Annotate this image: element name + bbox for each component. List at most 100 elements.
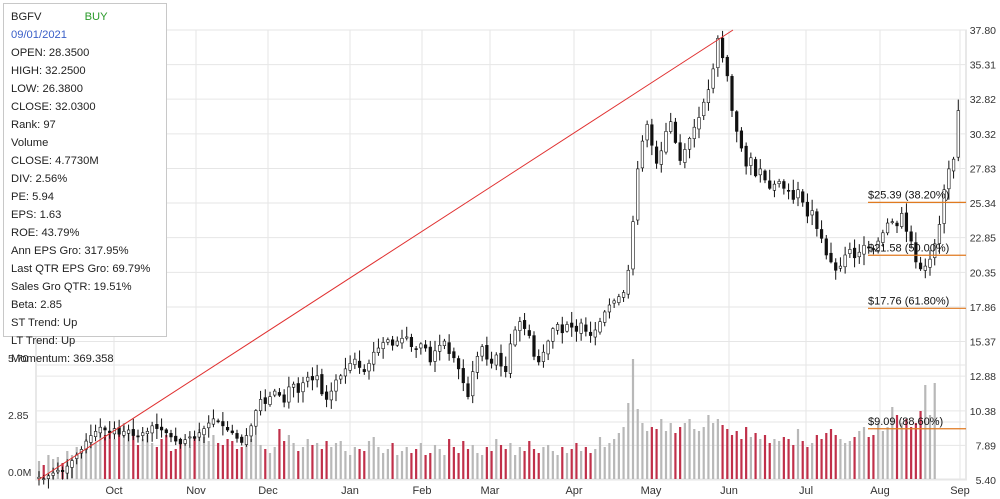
candle-body (838, 265, 843, 269)
month-label: Jul (799, 485, 813, 497)
candle-body (428, 346, 432, 363)
volume-bar (598, 437, 602, 479)
volume-bar (217, 443, 220, 479)
volume-bar (259, 445, 262, 479)
volume-bar (829, 429, 833, 479)
volume-bar (905, 419, 908, 479)
volume-bar (386, 449, 389, 479)
candle-body (230, 430, 234, 434)
volume-bar (367, 441, 371, 479)
candle-body (805, 201, 810, 217)
candle-body (164, 429, 168, 434)
volume-bar (740, 439, 743, 479)
candle-body (221, 421, 225, 427)
candle-body (584, 324, 588, 332)
candle-body (348, 363, 352, 371)
volume-bar (160, 439, 163, 479)
candle-body (871, 248, 876, 250)
volume-bar (339, 441, 342, 479)
candle-body (928, 258, 932, 268)
volume-bar (297, 451, 300, 479)
candle-body (367, 363, 371, 372)
volume-bar (372, 437, 375, 479)
candle-body (211, 418, 216, 425)
volume-bar (174, 449, 177, 479)
candle-body (301, 382, 305, 393)
candle-body (617, 296, 621, 303)
volume-bar (532, 449, 536, 479)
volume-bar (198, 429, 201, 479)
candle-body (904, 212, 909, 232)
candle-body (947, 168, 951, 190)
volume-bar (664, 431, 668, 479)
candle-body (339, 375, 343, 380)
candle-body (560, 324, 564, 334)
candle-body (362, 369, 366, 372)
volume-bar (193, 437, 196, 479)
candle-body (598, 321, 602, 333)
candle-body (692, 126, 696, 139)
volume-bar (655, 429, 658, 479)
volume-bar (127, 431, 130, 479)
candle-body (155, 424, 159, 429)
trendline (37, 29, 734, 481)
volume-bar (349, 455, 352, 479)
volume-bar (707, 415, 710, 479)
volume-bar (910, 427, 913, 479)
candle-body (329, 390, 333, 401)
volume-bar (278, 429, 281, 479)
fib-label: $9.09 (88.60%) (868, 416, 943, 428)
volume-bar (476, 453, 479, 479)
volume-bar (575, 443, 578, 479)
candle-body (499, 352, 503, 367)
quote-date: 09/01/2021 (11, 29, 67, 41)
volume-bar (891, 407, 894, 479)
volume-bar (448, 439, 451, 479)
volume-bar (391, 443, 394, 479)
volume-bar (674, 433, 677, 479)
volume-bar (787, 439, 790, 479)
info-row: CLOSE: 32.0300 (11, 101, 96, 113)
volume-bar (358, 449, 361, 479)
candle-body (579, 322, 583, 334)
volume-bar (565, 453, 569, 479)
candle-body (626, 269, 630, 295)
candle-body (532, 335, 536, 357)
volume-bar (169, 451, 173, 479)
volume-bar (103, 435, 107, 479)
candle-body (136, 435, 140, 438)
candle-body (942, 189, 946, 224)
info-row: Ann EPS Gro: 317.95% (11, 245, 129, 257)
candle-body (772, 183, 777, 191)
candle-body (254, 410, 258, 427)
month-label: Apr (565, 485, 582, 497)
volume-bar (132, 435, 135, 479)
volume-bar (184, 443, 187, 479)
volume-bar (118, 433, 121, 479)
candle-body (574, 325, 579, 332)
volume-bar (603, 447, 606, 479)
volume-bar (749, 437, 752, 479)
candle-body (848, 249, 852, 254)
ticker-row: BGFV BUY (11, 8, 166, 26)
volume-bar (763, 435, 767, 479)
volume-bar (429, 453, 432, 479)
info-row: Last QTR EPS Gro: 69.79% (11, 263, 151, 275)
candle-body (650, 124, 654, 146)
candle-body (706, 89, 711, 103)
candle-body (357, 360, 362, 368)
candle-body (126, 429, 131, 434)
candle-body (885, 222, 890, 234)
volume-bar (801, 441, 804, 479)
volume-bar (240, 447, 243, 479)
candle-body (603, 311, 607, 323)
candle-body (291, 383, 296, 388)
candle-body (588, 331, 593, 336)
volume-bar (650, 427, 653, 479)
candlesticks (37, 30, 960, 489)
volume-bar (85, 439, 88, 479)
candle-body (320, 374, 324, 395)
candle-body (414, 348, 418, 350)
fib-label: $21.58 (50.00%) (868, 242, 949, 254)
month-label: Feb (413, 485, 432, 497)
